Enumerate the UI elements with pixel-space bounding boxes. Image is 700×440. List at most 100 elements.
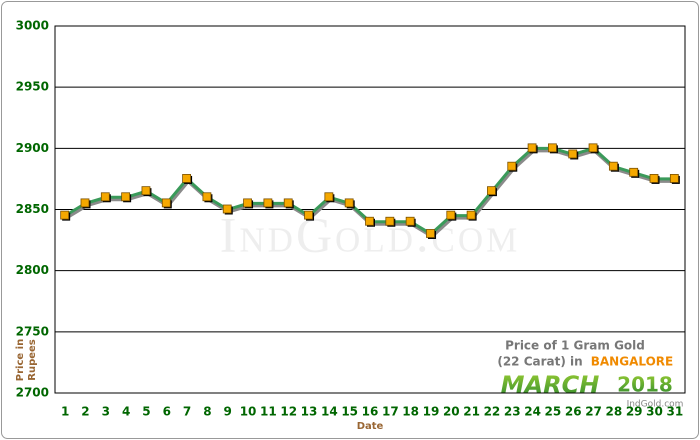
marker <box>222 204 232 214</box>
marker <box>365 216 374 226</box>
x-tick-label: 19 <box>423 405 440 419</box>
x-tick-label: 11 <box>260 405 277 419</box>
marker-group <box>283 198 294 209</box>
marker-group <box>629 167 640 178</box>
marker <box>405 216 415 226</box>
y-tick-label: 2700 <box>16 386 49 400</box>
marker <box>487 186 496 196</box>
x-tick-label: 25 <box>545 405 562 419</box>
marker-group <box>385 216 396 227</box>
marker-group <box>568 149 579 160</box>
marker <box>669 174 679 183</box>
y-axis-title: Price in <box>15 339 26 381</box>
marker-group <box>669 174 680 184</box>
marker <box>121 192 131 202</box>
x-tick-label: 5 <box>142 405 150 419</box>
marker-group <box>446 210 457 221</box>
x-tick-label: 31 <box>666 405 683 419</box>
legend-text: Price of 1 Gram Gold <box>505 339 645 353</box>
x-tick-label: 16 <box>362 405 379 419</box>
marker-group <box>548 143 558 154</box>
marker <box>548 143 557 153</box>
marker-group <box>243 198 254 209</box>
marker <box>466 210 476 220</box>
y-tick-label: 2800 <box>16 263 49 277</box>
x-tick-label: 1 <box>61 405 69 419</box>
marker <box>527 143 537 153</box>
x-axis-title: Date <box>357 421 384 432</box>
x-tick-label: 15 <box>341 405 358 419</box>
x-tick-label: 2 <box>81 405 89 419</box>
marker <box>507 161 517 171</box>
marker-group <box>344 198 355 209</box>
marker <box>80 198 90 208</box>
marker-group <box>202 192 213 203</box>
y-tick-label: 2950 <box>16 80 49 94</box>
marker <box>263 198 273 208</box>
marker-group <box>527 143 538 154</box>
y-tick-label: 2900 <box>16 141 49 155</box>
marker <box>141 186 151 196</box>
x-tick-label: 29 <box>626 405 643 419</box>
marker-group <box>466 210 477 221</box>
marker <box>324 192 334 202</box>
x-tick-label: 17 <box>382 405 399 419</box>
marker-group <box>507 161 518 172</box>
y-tick-label: 2750 <box>16 324 49 338</box>
x-tick-label: 28 <box>606 405 623 419</box>
x-tick-label: 14 <box>321 405 338 419</box>
x-tick-label: 20 <box>443 405 460 419</box>
x-tick-label: 23 <box>504 405 521 419</box>
x-tick-label: 10 <box>240 405 257 419</box>
legend-month: MARCH <box>501 371 600 399</box>
marker <box>385 216 395 226</box>
marker-group <box>608 161 619 172</box>
x-tick-label: 18 <box>402 405 419 419</box>
marker <box>588 143 598 153</box>
x-tick-label: 3 <box>102 405 110 419</box>
marker <box>629 167 639 177</box>
marker <box>60 210 70 220</box>
marker-group <box>304 210 315 221</box>
y-axis-title: Rupees <box>27 339 38 381</box>
x-tick-label: 24 <box>524 405 541 419</box>
marker <box>446 210 456 220</box>
x-tick-label: 8 <box>203 405 211 419</box>
legend-text: (22 Carat) in <box>497 355 582 369</box>
legend-site: IndGold.com <box>627 400 684 410</box>
marker-group <box>588 143 599 154</box>
marker-group <box>324 192 335 203</box>
marker-group <box>263 198 274 209</box>
marker <box>161 198 171 208</box>
x-tick-label: 13 <box>301 405 318 419</box>
y-tick-label: 2850 <box>16 202 49 216</box>
y-tick-label: 3000 <box>16 19 49 33</box>
marker-group <box>649 174 660 184</box>
marker <box>649 174 659 183</box>
marker-group <box>60 210 71 221</box>
x-tick-label: 12 <box>280 405 297 419</box>
marker-group <box>80 198 91 209</box>
marker-group <box>365 216 375 227</box>
marker-group <box>121 192 132 203</box>
marker-group <box>487 186 497 197</box>
marker-group <box>182 174 193 184</box>
x-tick-label: 4 <box>122 405 130 419</box>
marker <box>243 198 252 208</box>
marker <box>283 198 293 208</box>
marker <box>426 229 435 238</box>
x-tick-label: 30 <box>646 405 663 419</box>
marker-group <box>222 204 233 215</box>
marker <box>568 149 578 159</box>
x-tick-label: 27 <box>585 405 602 419</box>
x-tick-label: 9 <box>224 405 232 419</box>
marker-group <box>426 229 436 239</box>
x-tick-label: 7 <box>183 405 191 419</box>
legend-city: BANGALORE <box>591 355 673 369</box>
x-tick-label: 22 <box>484 405 501 419</box>
marker-group <box>141 186 152 197</box>
marker <box>608 161 618 171</box>
marker <box>100 192 110 202</box>
